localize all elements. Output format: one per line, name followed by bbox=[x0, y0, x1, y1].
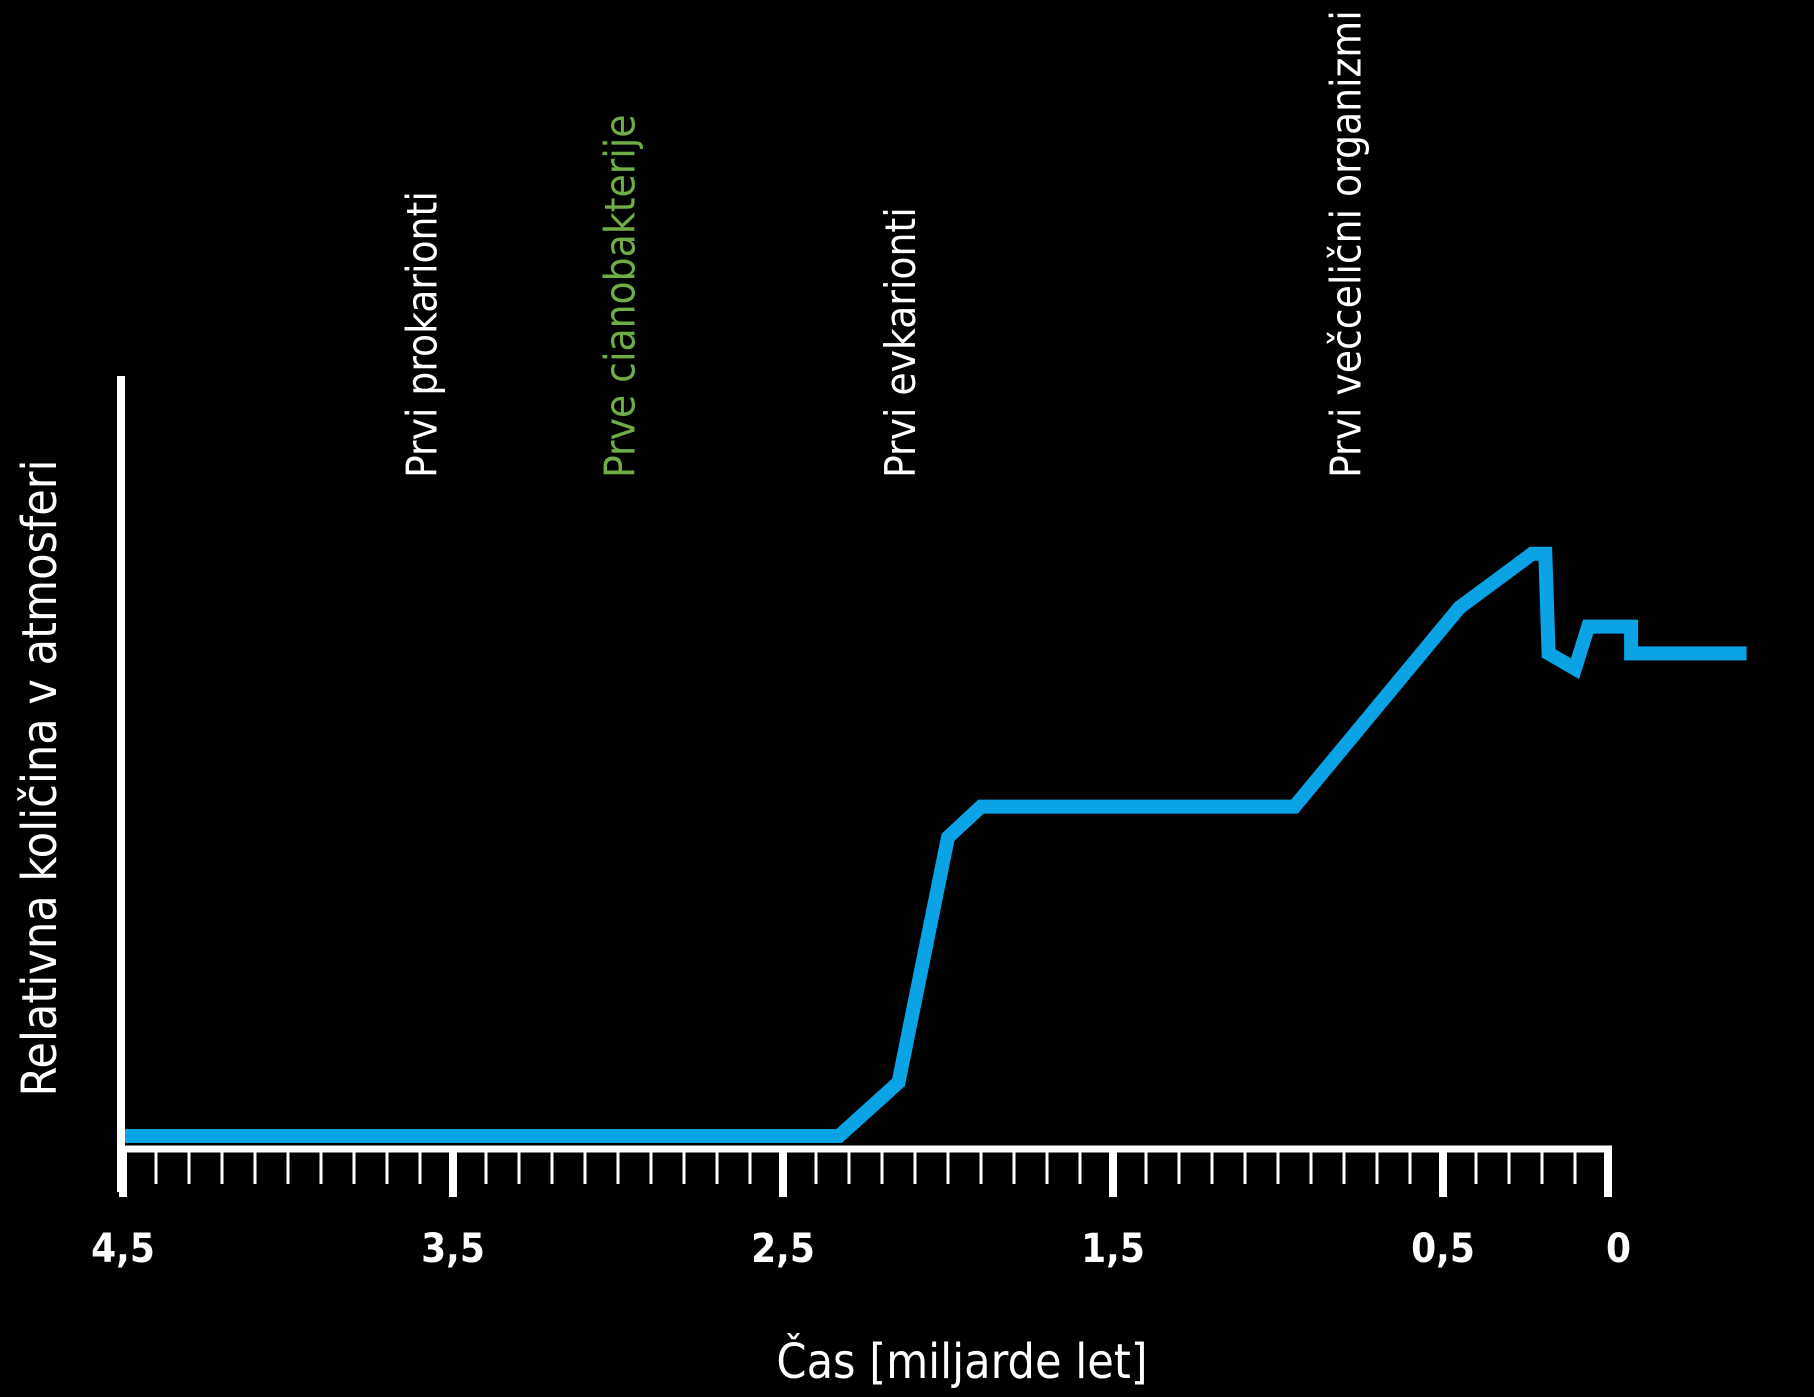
annotation-label: Prvi večcelični organizmi bbox=[1322, 10, 1371, 478]
x-tick-label: 0 bbox=[1606, 1226, 1631, 1272]
annotation-label: Prve cianobakterije bbox=[596, 114, 645, 478]
x-axis-title: Čas [miljarde let] bbox=[776, 1333, 1147, 1390]
series-line-0 bbox=[123, 546, 1747, 1143]
annotation-layer: Prvi prokarionti Prve cianobakterije Prvi … bbox=[398, 10, 1371, 478]
x-tick-label: 4,5 bbox=[91, 1226, 155, 1272]
series-layer bbox=[123, 546, 1747, 1143]
x-tick-label: 1,5 bbox=[1081, 1226, 1145, 1272]
y-axis-title: Relativna količina v atmosferi bbox=[12, 459, 68, 1096]
x-tick-layer: 4,5 3,5 2,5 1,5 0,5 0 bbox=[91, 1149, 1631, 1272]
annotation-label: Prvi prokarionti bbox=[398, 191, 447, 478]
x-tick-label: 3,5 bbox=[421, 1226, 485, 1272]
x-tick-label: 0,5 bbox=[1411, 1226, 1475, 1272]
x-tick-label: 2,5 bbox=[751, 1226, 815, 1272]
axis-layer bbox=[117, 376, 1612, 1192]
annotation-label: Prvi evkarionti bbox=[876, 207, 925, 478]
